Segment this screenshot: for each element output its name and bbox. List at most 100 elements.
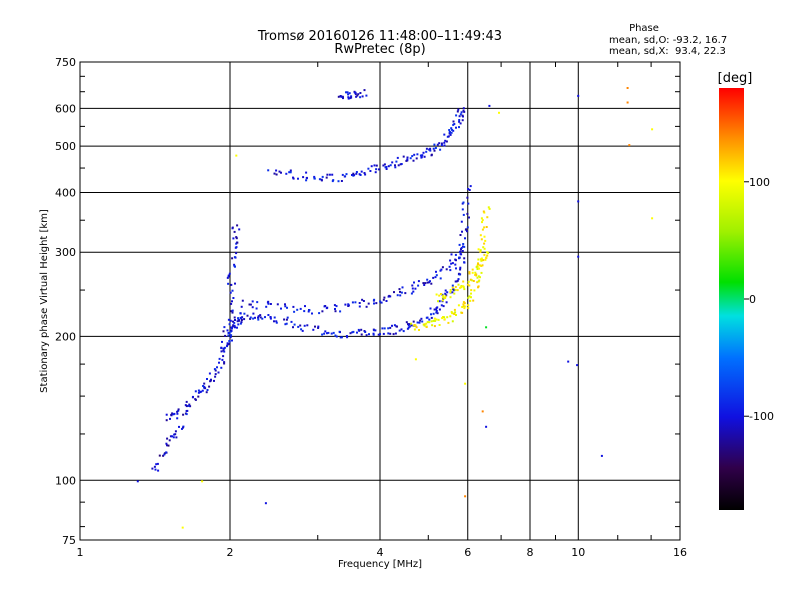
data-point bbox=[476, 276, 479, 279]
data-point bbox=[467, 202, 470, 205]
data-point bbox=[434, 276, 437, 279]
data-point bbox=[435, 274, 438, 277]
data-point bbox=[197, 391, 200, 394]
data-point bbox=[169, 417, 171, 420]
data-point bbox=[326, 173, 329, 176]
data-point bbox=[450, 262, 453, 265]
data-point bbox=[451, 320, 454, 323]
data-point bbox=[401, 286, 404, 289]
x-tick-label: 16 bbox=[673, 546, 687, 559]
data-point bbox=[482, 210, 485, 213]
data-point bbox=[448, 131, 451, 133]
colorbar-tick-label: 0 bbox=[749, 293, 756, 306]
data-point bbox=[367, 302, 370, 305]
data-point bbox=[449, 296, 452, 299]
data-point bbox=[446, 316, 449, 319]
data-point bbox=[235, 252, 238, 255]
data-point bbox=[155, 463, 158, 466]
data-point bbox=[321, 333, 324, 336]
data-point bbox=[396, 294, 399, 297]
data-point bbox=[453, 308, 456, 311]
data-point bbox=[498, 111, 500, 114]
data-point bbox=[421, 320, 424, 323]
data-point bbox=[626, 87, 629, 89]
data-point bbox=[409, 157, 412, 160]
data-point bbox=[228, 340, 231, 343]
data-point bbox=[464, 495, 467, 498]
data-point bbox=[284, 323, 287, 326]
data-point bbox=[163, 452, 166, 455]
data-point bbox=[357, 93, 360, 96]
data-point bbox=[351, 301, 354, 304]
data-point bbox=[206, 378, 208, 380]
data-point bbox=[192, 395, 194, 398]
data-point bbox=[233, 316, 236, 319]
data-point bbox=[217, 371, 220, 374]
data-point bbox=[171, 435, 174, 438]
data-point bbox=[414, 287, 417, 290]
data-point bbox=[176, 417, 179, 420]
data-point bbox=[448, 129, 451, 131]
data-point bbox=[303, 324, 306, 327]
data-point bbox=[354, 301, 357, 304]
data-point bbox=[289, 171, 292, 174]
data-point bbox=[340, 180, 343, 182]
data-point bbox=[433, 325, 436, 328]
data-point bbox=[223, 326, 226, 329]
data-point bbox=[283, 318, 286, 321]
data-point bbox=[460, 220, 463, 223]
data-point bbox=[425, 325, 428, 328]
data-point bbox=[332, 331, 335, 334]
data-point bbox=[429, 280, 431, 283]
data-point bbox=[229, 336, 232, 339]
data-point bbox=[361, 95, 364, 98]
data-point bbox=[471, 271, 474, 274]
data-point bbox=[416, 153, 419, 156]
data-point bbox=[440, 142, 443, 145]
data-point bbox=[477, 248, 480, 251]
data-point bbox=[448, 132, 451, 135]
data-point bbox=[460, 111, 463, 114]
data-point bbox=[302, 176, 305, 179]
data-point bbox=[456, 110, 459, 113]
data-point bbox=[175, 436, 178, 439]
data-point bbox=[461, 119, 464, 122]
data-point bbox=[459, 286, 462, 289]
data-point bbox=[359, 96, 362, 99]
data-point bbox=[440, 304, 443, 307]
y-tick-label: 500 bbox=[55, 140, 76, 153]
data-point bbox=[443, 296, 445, 299]
data-point bbox=[429, 307, 432, 310]
data-point bbox=[158, 454, 161, 457]
data-point bbox=[324, 330, 327, 333]
data-point bbox=[457, 278, 460, 281]
data-point bbox=[284, 305, 287, 308]
y-axis-label: Stationary phase Virtual Height [km] bbox=[39, 209, 50, 393]
data-point bbox=[454, 286, 457, 288]
data-point bbox=[257, 316, 259, 319]
data-point bbox=[227, 318, 230, 321]
data-point bbox=[651, 128, 654, 131]
data-point bbox=[237, 317, 240, 320]
data-point bbox=[345, 335, 348, 337]
data-point bbox=[444, 295, 447, 298]
data-point bbox=[363, 172, 366, 174]
data-point bbox=[428, 281, 430, 284]
data-point bbox=[452, 120, 455, 123]
data-point bbox=[459, 253, 462, 256]
data-point bbox=[231, 339, 233, 342]
data-point bbox=[430, 316, 433, 319]
data-point bbox=[243, 312, 246, 315]
data-point bbox=[461, 114, 464, 117]
data-point bbox=[276, 303, 279, 306]
data-point bbox=[458, 256, 461, 259]
data-point bbox=[235, 237, 238, 240]
data-point bbox=[459, 234, 462, 236]
y-tick-label: 600 bbox=[55, 102, 76, 115]
data-point bbox=[448, 265, 451, 268]
data-point bbox=[483, 247, 486, 250]
data-point bbox=[229, 319, 232, 322]
y-tick-label: 300 bbox=[55, 246, 76, 259]
data-point bbox=[243, 318, 246, 321]
